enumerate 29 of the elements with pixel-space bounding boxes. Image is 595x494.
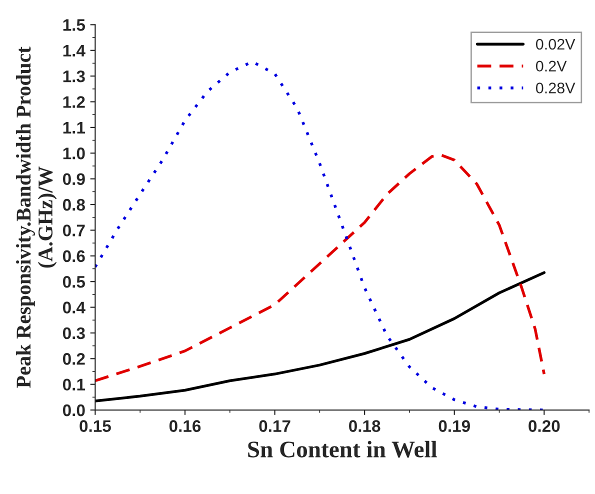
x-tick-label: 0.19 (438, 420, 470, 432)
y-tick-label: 1.4 (63, 44, 86, 56)
x-tick-label: 0.16 (169, 420, 201, 432)
x-axis-title: Sn Content in Well (248, 440, 437, 458)
y-tick-label: 0.9 (62, 173, 85, 186)
y-tick-label: 1.1 (63, 122, 86, 134)
x-tick-label: 0.20 (528, 420, 560, 432)
y-tick-label: 0.0 (62, 404, 85, 416)
x-tick-label: 0.15 (80, 420, 111, 432)
line-series (95, 271, 546, 402)
y-tick-label: 0.3 (62, 327, 85, 340)
y-tick-label: 1.2 (63, 96, 85, 108)
legend-label: 0.28V (536, 82, 576, 94)
x-tick-label: 0.17 (259, 420, 290, 432)
y-axis-title: Peak Responsivity.Bandwidth Product (A.GHz)/W (16, 46, 57, 388)
legend-label: 0.02V (536, 38, 576, 50)
y-tick-label: 1.0 (63, 148, 85, 160)
y-tick-label: 0.1 (62, 378, 86, 391)
legend-label: 0.2V (536, 60, 567, 72)
y-tick-label: 0.7 (62, 224, 85, 236)
y-tick-label: 0.5 (62, 276, 86, 288)
y-tick-label: 0.2 (62, 353, 85, 365)
x-tick-label: 0.18 (349, 420, 380, 432)
y-tick-label: 0.6 (62, 250, 85, 262)
y-tick-label: 1.3 (63, 70, 85, 82)
y-tick-label: 0.8 (62, 198, 85, 211)
y-tick-label: 1.5 (63, 19, 86, 31)
y-tick-label: 0.4 (62, 302, 86, 314)
line-series (95, 154, 546, 382)
